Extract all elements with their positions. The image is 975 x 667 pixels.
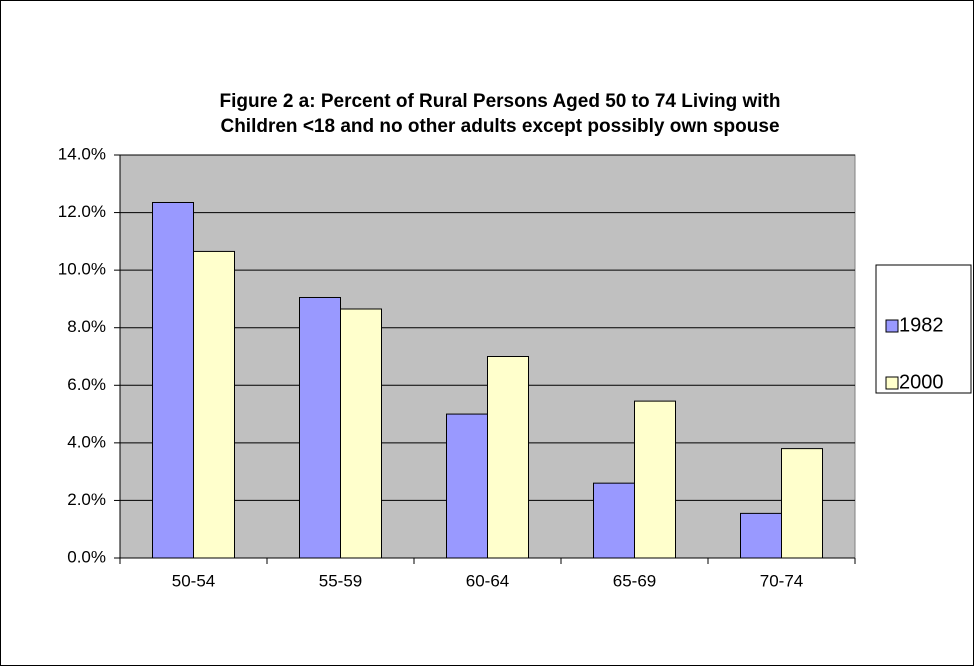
y-tick-label: 12.0% [58,202,106,221]
x-tick-label: 55-59 [319,571,362,590]
bar [299,296,341,559]
bar [634,400,676,559]
chart-title: Figure 2 a: Percent of Rural Persons Age… [220,91,781,137]
y-tick-label: 2.0% [67,490,106,509]
y-tick-label: 14.0% [58,144,106,163]
bar [740,512,782,559]
y-tick-label: 10.0% [58,260,106,279]
bar [781,448,823,559]
bar [340,308,382,559]
y-tick-label: 0.0% [67,547,106,566]
x-tick-label: 65-69 [613,571,656,590]
bar [446,413,488,559]
bar [193,250,235,559]
legend-label: 1982 [899,314,944,336]
bar [152,201,194,559]
bar [487,356,529,559]
x-tick-label: 50-54 [172,571,215,590]
x-tick-label: 70-74 [760,571,803,590]
y-tick-label: 6.0% [67,375,106,394]
y-tick-label: 4.0% [67,432,106,451]
legend-swatch [885,376,899,390]
y-tick-label: 8.0% [67,317,106,336]
legend-label: 2000 [899,371,944,393]
bar [593,482,635,559]
legend-swatch [885,319,899,333]
x-tick-label: 60-64 [466,571,509,590]
